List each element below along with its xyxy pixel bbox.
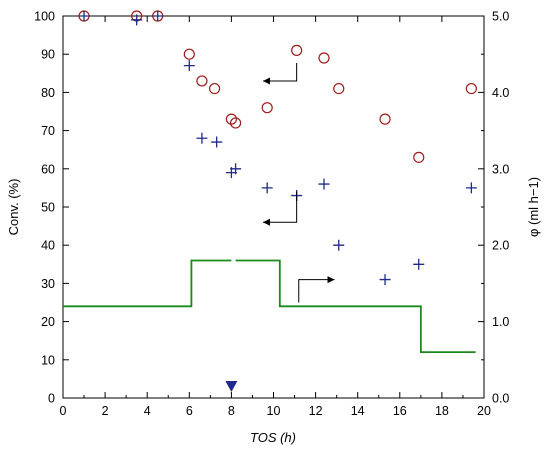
circle-point — [183, 48, 195, 60]
plot-area: 0 2 4 6 8 10 12 14 16 18 20 0 10 20 30 40 50 60 70 80 90 100 0… — [34, 10, 509, 419]
x-tick-label: 18 — [435, 404, 449, 418]
arrow-head — [262, 218, 270, 226]
y-right-tick-label: 4.0 — [492, 86, 509, 100]
circle-point — [208, 82, 221, 95]
x-tick-label: 10 — [267, 404, 281, 418]
y-right-tick-label: 3.0 — [492, 162, 509, 176]
plus-point — [211, 136, 223, 148]
axis-indicator-arrow — [298, 279, 335, 303]
arrow-head — [262, 77, 270, 85]
x-tick-label: 20 — [477, 404, 491, 418]
circle-point — [318, 52, 330, 64]
x-tick-label: 0 — [60, 404, 67, 418]
y-right-tick-label: 1.0 — [492, 315, 509, 329]
y-left-tick-label: 60 — [41, 162, 55, 176]
x-tick-label: 2 — [102, 404, 109, 418]
y-left-tick-label: 50 — [41, 201, 55, 215]
plus-point — [318, 178, 330, 190]
y-left-tick-label: 40 — [41, 239, 55, 253]
circle-point — [333, 82, 345, 95]
plus-point — [131, 14, 143, 26]
y-left-tick-label: 30 — [41, 277, 55, 291]
triangle-marker — [225, 381, 238, 392]
x-tick-label: 12 — [309, 404, 323, 418]
x-tick-label: 14 — [351, 404, 365, 418]
plus-point — [183, 60, 195, 72]
x-tick-label: 4 — [144, 404, 151, 418]
plus-point — [261, 182, 273, 194]
arrow-head — [327, 276, 335, 284]
y-left-tick-label: 70 — [41, 124, 55, 138]
circle-point — [225, 113, 237, 125]
x-tick-label: 6 — [186, 404, 193, 418]
circle-point — [196, 75, 208, 87]
flow-rate-line — [235, 259, 476, 354]
plus-point — [379, 274, 391, 286]
plus-point — [413, 258, 425, 270]
circle-point — [230, 117, 242, 129]
x-tick-label: 8 — [228, 404, 235, 418]
plus-point — [230, 163, 242, 175]
circle-point — [413, 151, 425, 163]
x-tick-label: 16 — [393, 404, 407, 418]
y-left-tick-label: 20 — [41, 315, 55, 329]
y-right-axis-title: φ (ml h−1) — [526, 177, 541, 237]
y-left-tick-label: 0 — [48, 392, 55, 406]
circle-point — [261, 102, 273, 114]
plus-point — [333, 239, 345, 251]
y-left-tick-label: 10 — [41, 353, 55, 367]
plus-point — [152, 10, 164, 22]
plus-point — [196, 132, 208, 144]
y-left-tick-label: 90 — [41, 48, 55, 62]
y-left-tick-label: 80 — [41, 86, 55, 100]
y-left-tick-label: 100 — [34, 10, 55, 24]
circle-point — [465, 82, 477, 95]
circle-point — [291, 44, 303, 56]
axis-indicator-arrow — [262, 62, 298, 82]
circle-point — [379, 113, 391, 125]
plus-point — [465, 182, 477, 194]
y-right-tick-label: 2.0 — [492, 239, 509, 253]
y-right-tick-label: 5.0 — [492, 10, 509, 24]
axis-indicator-arrow — [262, 191, 298, 223]
x-axis-title: TOS (h) — [250, 430, 296, 445]
plus-point — [78, 10, 90, 22]
flow-rate-line — [63, 259, 232, 308]
y-right-tick-label: 0.0 — [492, 392, 509, 406]
y-left-axis-title: Conv. (%) — [6, 179, 21, 236]
